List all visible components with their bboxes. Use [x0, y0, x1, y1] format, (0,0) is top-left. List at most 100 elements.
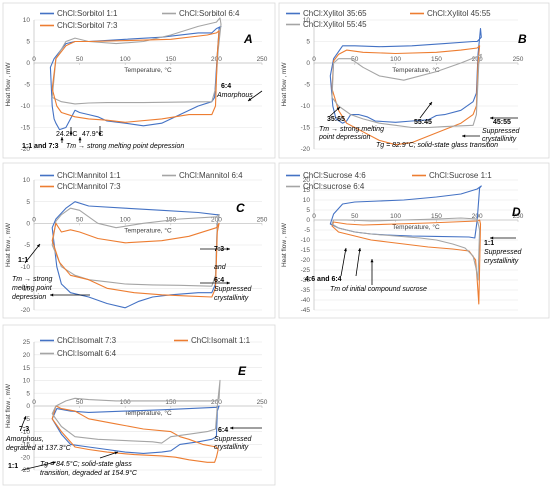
- y-tick-label: -25: [21, 467, 31, 474]
- arrow-head: [226, 247, 230, 251]
- y-tick-label: 0: [26, 60, 30, 67]
- y-tick-label: 10: [23, 378, 31, 385]
- x-tick-label: 150: [165, 56, 176, 63]
- arrow-head: [490, 236, 494, 240]
- x-axis-title: Temperature, °C: [124, 226, 172, 234]
- y-tick-label: -5: [24, 416, 30, 423]
- annotation: 55:45: [414, 119, 432, 126]
- panel-label: B: [518, 32, 527, 46]
- x-tick-label: 100: [120, 216, 131, 223]
- legend-entry: ChCl:Xylitol 45:55: [427, 9, 491, 18]
- legend-entry: ChCl:Mannitol 7:3: [57, 182, 121, 191]
- x-tick-label: 0: [32, 216, 36, 223]
- annotation: Suppressed: [214, 286, 252, 293]
- y-tick-label: 0: [26, 221, 30, 228]
- annotation-arrow: [419, 101, 433, 119]
- y-tick-label: -20: [301, 257, 311, 264]
- arrow-head: [69, 132, 73, 136]
- annotation: crystallinity: [484, 258, 519, 265]
- annotation: Amorphous: [216, 92, 253, 99]
- annotation: 6:4: [221, 83, 231, 90]
- arrow-head: [343, 248, 347, 252]
- x-tick-label: 50: [76, 216, 84, 223]
- y-tick-label: -10: [21, 429, 31, 436]
- panel-label: C: [236, 201, 245, 215]
- series-line-1: [49, 25, 222, 131]
- annotation: depression: [12, 294, 46, 301]
- x-tick-label: 100: [390, 56, 401, 63]
- arrow-head: [358, 248, 362, 252]
- panel-border: [278, 2, 550, 159]
- panel-border: [2, 324, 276, 486]
- annotation: Suppressed: [484, 249, 522, 256]
- y-tick-label: -5: [24, 82, 30, 89]
- y-tick-label: 15: [23, 365, 31, 372]
- annotation: 35:65: [327, 116, 345, 123]
- y-tick-label: -20: [21, 454, 31, 461]
- y-tick-label: -5: [24, 242, 30, 249]
- x-tick-label: 50: [351, 213, 359, 220]
- panel-border: [278, 162, 550, 319]
- y-tick-label: 20: [23, 352, 31, 359]
- y-axis-title: Heat flow , mW: [281, 222, 288, 267]
- y-axis-title: Heat flow , mW: [281, 62, 288, 107]
- annotation: 7:3: [19, 426, 29, 433]
- annotation: 1:1: [18, 257, 28, 264]
- series-line-3: [51, 379, 221, 444]
- y-tick-label: 25: [23, 339, 31, 346]
- annotation: 4:6 and 6:4: [305, 276, 342, 283]
- legend-entry: ChCl:Sucrose 1:1: [429, 171, 492, 180]
- x-tick-label: 200: [211, 216, 222, 223]
- y-tick-label: -10: [21, 264, 31, 271]
- x-tick-label: 100: [120, 56, 131, 63]
- y-tick-label: -10: [301, 237, 311, 244]
- legend-entry: ChCl:Sucrose 4:6: [303, 171, 366, 180]
- y-axis-title: Heat flow , mW: [5, 62, 12, 107]
- annotation: crystallinity: [214, 444, 249, 451]
- panel-label: E: [238, 364, 247, 378]
- y-tick-label: -20: [21, 146, 31, 153]
- annotation: point depression: [318, 134, 370, 141]
- series-line-1: [329, 28, 482, 124]
- annotation: 1:1 and 7:3: [22, 143, 59, 150]
- y-tick-label: -20: [301, 146, 311, 153]
- x-tick-label: 250: [513, 56, 524, 63]
- x-tick-label: 200: [211, 399, 222, 406]
- annotation: 1:1: [8, 463, 18, 470]
- x-axis-title: Temperature, °C: [124, 66, 172, 74]
- legend-entry: ChCl:Sorbitol 7:3: [57, 21, 118, 30]
- annotation-arrow: [24, 243, 41, 264]
- y-tick-label: -10: [21, 103, 31, 110]
- annotation: 6:4: [218, 427, 228, 434]
- y-axis-title: Heat flow , mW: [5, 383, 12, 428]
- annotation-arrow: [355, 247, 361, 277]
- arrow-head: [370, 259, 374, 263]
- series-line-2: [331, 219, 482, 305]
- arrow-head: [60, 137, 64, 141]
- x-tick-label: 0: [312, 213, 316, 220]
- y-tick-label: 5: [306, 207, 310, 214]
- y-tick-label: -20: [21, 307, 31, 314]
- y-tick-label: -15: [301, 247, 311, 254]
- annotation: Tg = 82.9°C; solid-state glass transitio…: [376, 141, 498, 149]
- x-tick-label: 50: [351, 56, 359, 63]
- x-tick-label: 50: [76, 56, 84, 63]
- arrow-head: [490, 116, 494, 120]
- series-line-3: [51, 222, 220, 298]
- panel-border: [2, 2, 276, 159]
- series-line-2: [51, 405, 219, 463]
- legend-entry: ChCl:Sorbitol 1:1: [57, 9, 118, 18]
- annotation: Tm → strong melting: [319, 126, 384, 133]
- legend-entry: ChCl:Mannitol 1:1: [57, 171, 121, 180]
- legend-entry: ChCl:Sorbitol 6:4: [179, 9, 240, 18]
- annotation: transition, degraded at 154.9°C: [40, 469, 138, 477]
- series-line-1: [51, 405, 220, 454]
- annotation-arrow: [21, 461, 57, 471]
- x-tick-label: 0: [312, 56, 316, 63]
- x-tick-label: 100: [390, 213, 401, 220]
- x-tick-label: 150: [165, 399, 176, 406]
